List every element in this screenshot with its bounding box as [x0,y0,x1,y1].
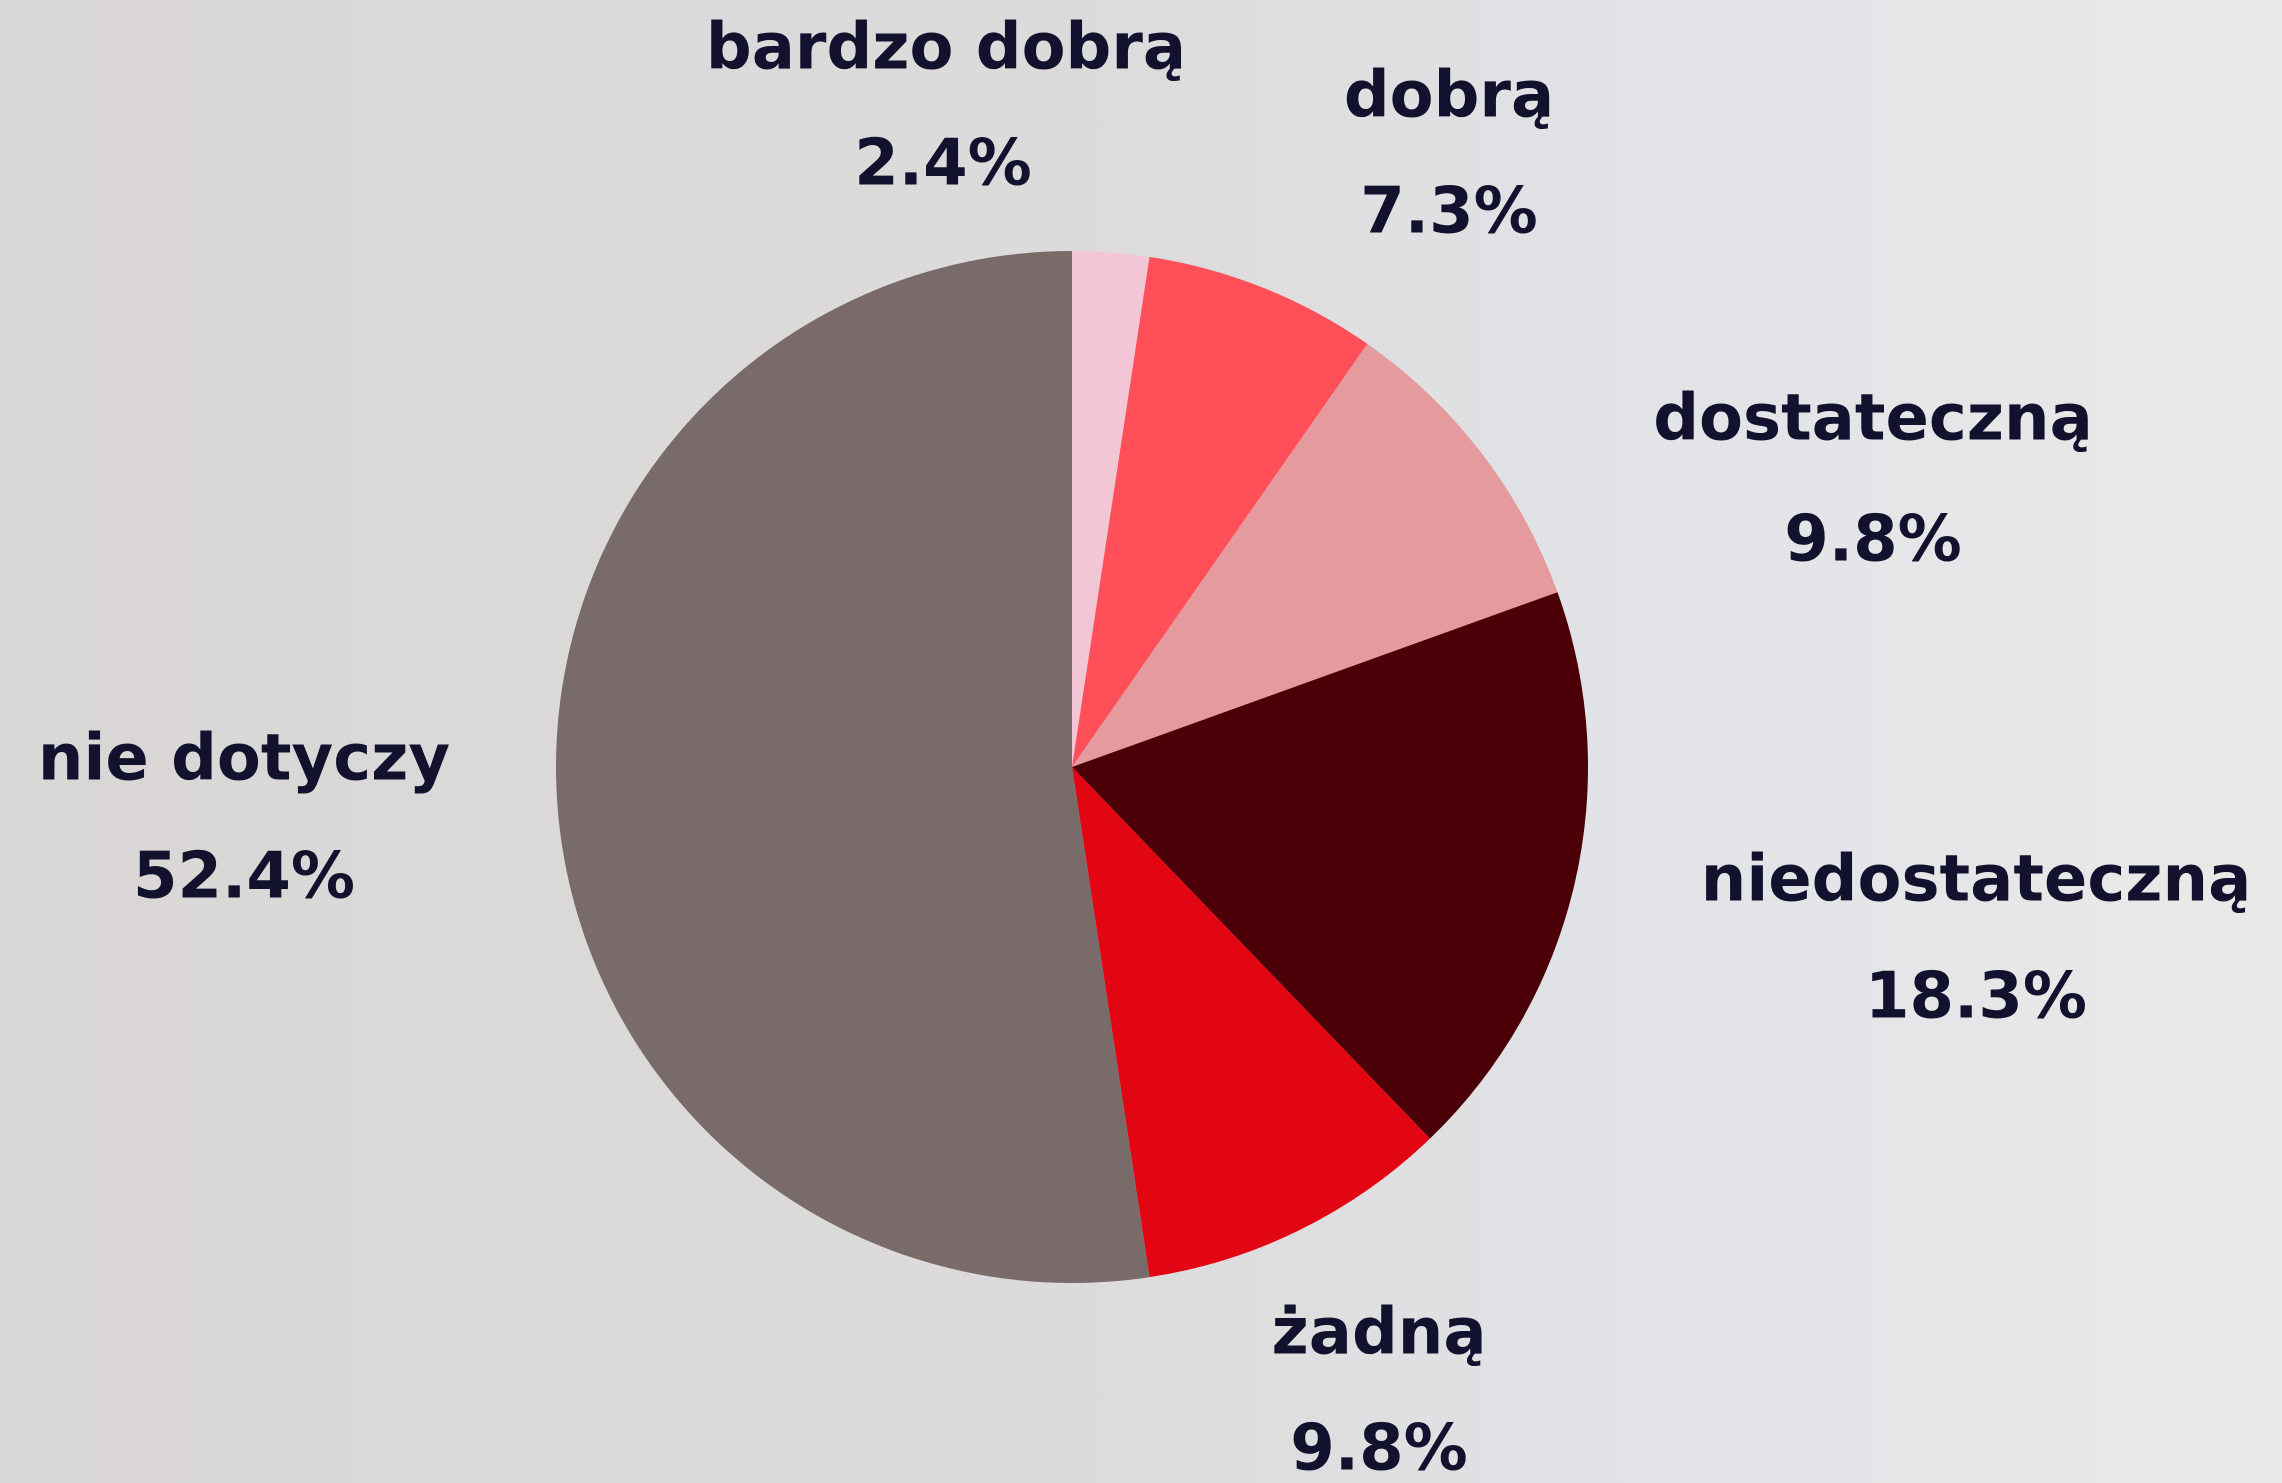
slice-label: dostateczną [1653,382,2093,456]
value-label: 9.8% [1784,503,1962,577]
slice-label: dobrą [1344,59,1554,133]
chart: bardzo dobrą 2.4% dobrą 7.3% dostateczną 9.8%… [0,0,2282,1483]
value-label: 2.4% [854,127,1032,201]
slice-label: bardzo dobrą [706,11,1186,85]
slice-label: nie dotyczy [38,722,450,796]
pie [556,251,1588,1283]
slice-label: niedostateczną [1701,843,2252,917]
value-label: 52.4% [133,840,355,914]
value-label: 18.3% [1865,960,2087,1034]
slice-label: żadną [1272,1296,1487,1370]
value-label: 7.3% [1360,175,1538,249]
value-label: 9.8% [1290,1412,1468,1483]
